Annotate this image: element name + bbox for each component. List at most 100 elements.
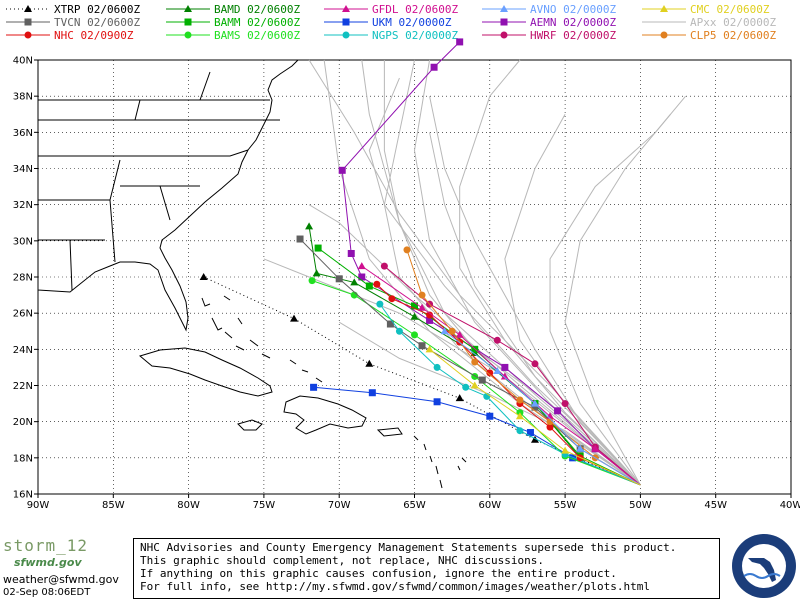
track-point-clp5 [448,327,456,335]
legend: XTRP 02/0600Z BAMD 02/0600Z GFDL 02/0600Z A… [6,3,776,42]
track-point-ukm [368,389,376,397]
legend-label: BAMS 02/0600Z [214,29,300,42]
us-east-coast [37,59,299,332]
legend-label: HWRF 02/0000Z [530,29,616,42]
legend-marker-icon [24,31,32,39]
track-point-xtrp [365,359,374,367]
ensemble-track [361,59,641,486]
lon-tick-label: 55W [554,500,577,511]
track-point-xtrp [455,394,464,402]
ensemble-track [383,60,641,486]
track-point-ukm [486,412,494,420]
track-bamd [308,226,641,486]
district-seal [732,534,796,598]
state-borders [38,71,280,291]
legend-label: NGPS 02/0000Z [372,29,458,42]
track-point-xtrp [530,435,539,443]
track-point-cmc [425,345,434,353]
track-point-bams [411,331,418,339]
track-point-tvcn [531,403,539,411]
track-point-ngps [462,383,470,391]
track-point-tvcn [386,320,394,328]
lat-tick-label: 22N [13,381,33,392]
lat-tick-label: 24N [13,345,33,356]
disclaimer-line-3: If anything on this graphic causes confu… [140,567,617,580]
track-point-aemn [554,407,562,415]
lat-tick-label: 20N [13,417,33,428]
track-point-gfdl [455,330,464,338]
track-point-hwrf [493,336,501,344]
ensemble-track [429,132,641,486]
land [37,59,467,489]
lat-tick-label: 18N [13,453,33,464]
track-point-aemn [338,166,346,174]
ensemble-track [323,59,641,486]
track-point-avno [493,367,502,375]
disclaimer-line-4: For full info, see http://my.sfwmd.gov/s… [140,580,650,593]
legend-marker-icon [660,31,668,39]
lat-tick-label: 30N [13,236,33,247]
track-point-clp5 [516,396,524,404]
axis-labels: 90W 85W 80W 75W 70W 65W 60W 55W 50W 45W 40W 16N 18N 2… [13,56,800,512]
disclaimer-line-2: This graphic should complement, not repl… [140,554,544,567]
track-point-bamd [410,312,419,320]
jamaica [237,419,263,431]
track-point-hwrf [531,360,539,368]
track-point-hwrf [380,262,388,270]
legend-marker-icon [500,31,508,39]
track-point-ngps [433,363,441,371]
track-point-bamm [365,282,373,290]
legend-label: XTRP 02/0600Z [54,3,140,16]
legend-marker-icon [342,31,350,39]
storm-id-label: storm_12 [3,536,89,555]
track-point-bamm [411,302,418,310]
track-point-avno [576,444,585,452]
model-tracks [199,38,686,486]
track-point-bamm [314,244,322,252]
legend-marker-icon [500,5,508,12]
legend-marker-icon [24,5,32,12]
lat-tick-label: 16N [13,490,33,501]
water-waves-icon [743,573,781,579]
lon-tick-label: 70W [328,500,351,511]
track-point-ngps [395,327,403,335]
track-point-xtrp [290,314,299,322]
lon-tick-label: 40W [780,500,800,511]
lon-tick-label: 60W [478,500,501,511]
track-point-ukm [310,383,318,391]
track-aemn [341,41,641,486]
track-point-gfdl [500,372,509,380]
lon-tick-label: 45W [704,500,727,511]
legend-marker-icon [660,5,668,12]
lat-tick-label: 38N [13,92,33,103]
legend-label: AVNO 02/0000Z [530,3,616,16]
track-point-nhc [486,369,494,377]
track-point-nhc [388,295,396,303]
track-point-tvcn [478,376,486,384]
track-point-cmc [515,412,524,420]
legend-label: CLP5 02/0600Z [690,29,776,42]
track-point-aemn [347,249,355,257]
legend-label: BAMM 02/0600Z [214,16,300,29]
track-point-tvcn [296,235,304,243]
track-point-cmc [561,446,570,454]
track-point-clp5 [471,358,479,366]
lon-tick-label: 85W [102,500,125,511]
legend-label: NHC 02/0900Z [54,29,134,42]
contact-email: weather@sfwmd.gov [3,573,119,586]
hispaniola [283,395,367,435]
track-point-clp5 [403,246,411,254]
track-point-ngps [516,427,524,435]
track-point-gfdl [418,303,427,311]
track-point-avno [440,327,449,335]
lesser-antilles [413,435,443,489]
puerto-rico [376,427,403,437]
track-point-avno [530,399,539,407]
track-point-nhc [373,280,381,288]
bahamas [201,295,271,359]
ensemble-track [459,59,641,486]
legend-marker-icon [342,5,350,12]
site-logo: sfwmd.gov [14,556,82,569]
track-point-cmc [470,381,479,389]
